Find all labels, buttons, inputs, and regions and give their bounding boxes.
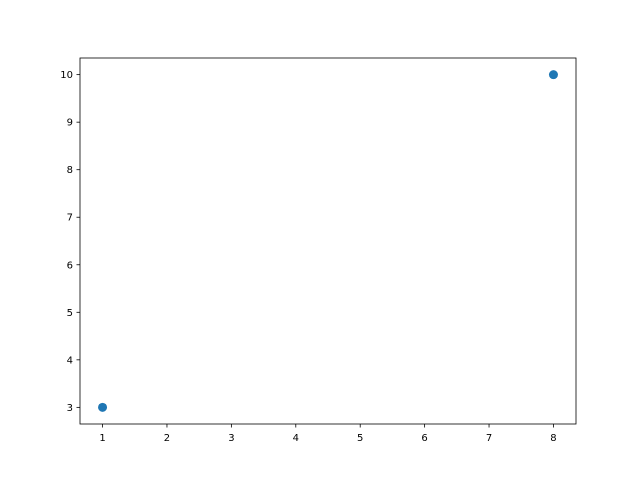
scatter-point — [98, 402, 108, 412]
x-tick-label: 1 — [99, 433, 105, 444]
x-tick-label: 8 — [550, 433, 556, 444]
y-tick-label: 3 — [67, 403, 73, 414]
y-tick-label: 4 — [67, 355, 73, 366]
y-tick-label: 5 — [67, 308, 73, 319]
scatter-point — [548, 70, 558, 80]
y-tick-label: 8 — [67, 165, 73, 176]
x-tick-label: 6 — [421, 433, 427, 444]
y-tick-label: 9 — [67, 118, 73, 129]
x-tick-label: 7 — [486, 433, 492, 444]
y-tick-label: 7 — [67, 213, 73, 224]
y-tick-label: 6 — [67, 260, 73, 271]
x-tick-label: 4 — [293, 433, 299, 444]
x-tick-label: 3 — [228, 433, 234, 444]
plot-area — [79, 57, 577, 425]
x-tick-label: 5 — [357, 433, 363, 444]
y-tick-label: 10 — [60, 70, 73, 81]
x-tick-label: 2 — [164, 433, 170, 444]
